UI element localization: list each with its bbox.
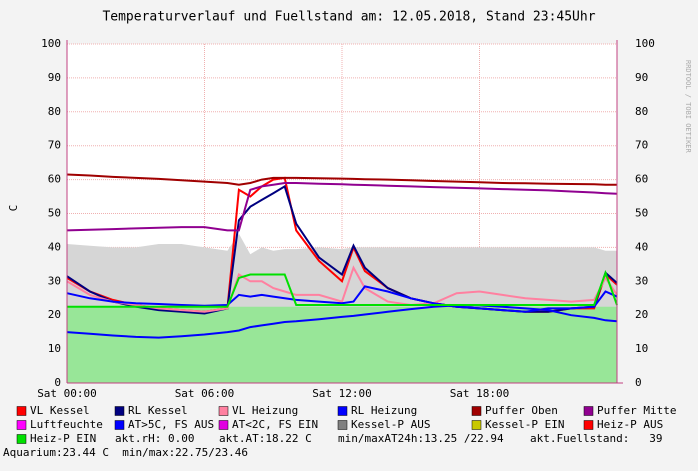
y-tick-label: 40 bbox=[48, 240, 61, 253]
y-tick-label: 60 bbox=[48, 173, 61, 186]
legend-label: Kessel-P AUS bbox=[351, 418, 430, 431]
y-tick-label: 30 bbox=[48, 274, 61, 287]
legend-label: VL Heizung bbox=[232, 404, 298, 417]
x-tick-label: Sat 18:00 bbox=[450, 387, 510, 400]
y2-tick-label: 60 bbox=[635, 173, 648, 186]
legend-label: AT>5C, FS AUS bbox=[128, 418, 214, 431]
line bbox=[67, 269, 618, 308]
note: Aquarium:23.44 C min/max:22.75/23.46 bbox=[3, 446, 248, 459]
y2-tick-label: 40 bbox=[635, 240, 648, 253]
legend-swatch bbox=[16, 420, 27, 430]
y-tick-label: 100 bbox=[41, 37, 61, 50]
y-axis-label: C bbox=[7, 205, 20, 212]
legend-label: Luftfeuchte bbox=[30, 418, 103, 431]
note: akt.AT:18.22 C bbox=[219, 432, 312, 445]
y2-tick-label: 50 bbox=[635, 207, 648, 220]
y-tick-label: 20 bbox=[48, 308, 61, 321]
legend-swatch bbox=[583, 406, 594, 416]
line bbox=[66, 173, 617, 186]
legend-swatch bbox=[337, 420, 348, 430]
y-tick-label: 90 bbox=[48, 71, 61, 84]
legend-label: Heiz-P AUS bbox=[597, 418, 663, 431]
legend-label: Heiz-P EIN bbox=[30, 432, 96, 445]
line bbox=[66, 285, 618, 313]
legend-swatch bbox=[218, 420, 229, 430]
legend-swatch bbox=[114, 420, 125, 430]
y2-tick-label: 70 bbox=[635, 139, 648, 152]
y2-tick-label: 100 bbox=[635, 37, 655, 50]
line bbox=[66, 265, 618, 313]
line bbox=[66, 182, 618, 232]
y-tick-label: 0 bbox=[54, 376, 61, 389]
legend-label: RL Kessel bbox=[128, 404, 188, 417]
y2-tick-label: 80 bbox=[635, 105, 648, 118]
legend-swatch bbox=[471, 406, 482, 416]
legend-swatch bbox=[337, 406, 348, 416]
y-tick-label: 80 bbox=[48, 105, 61, 118]
chart-title: Temperaturverlauf und Fuellstand am: 12.… bbox=[102, 10, 595, 25]
legend-label: Kessel-P EIN bbox=[485, 418, 564, 431]
legend-swatch bbox=[114, 406, 125, 416]
x-tick-label: Sat 00:00 bbox=[37, 387, 97, 400]
side-label: RRDTOOL / TOBI OETIKER bbox=[684, 60, 692, 154]
y-tick-label: 50 bbox=[48, 207, 61, 220]
y2-tick-label: 10 bbox=[635, 342, 648, 355]
x-tick-label: Sat 06:00 bbox=[175, 387, 235, 400]
legend-swatch bbox=[583, 420, 594, 430]
y2-tick-label: 90 bbox=[635, 71, 648, 84]
legend-label: AT<2C, FS EIN bbox=[232, 418, 318, 431]
y2-tick-label: 30 bbox=[635, 274, 648, 287]
legend-swatch bbox=[471, 420, 482, 430]
note: akt.rH: 0.00 bbox=[115, 432, 194, 445]
legend-label: VL Kessel bbox=[30, 404, 90, 417]
y-tick-label: 10 bbox=[48, 342, 61, 355]
legend-label: Puffer Mitte bbox=[597, 404, 676, 417]
area bbox=[67, 306, 617, 383]
y2-tick-label: 20 bbox=[635, 308, 648, 321]
note: akt.Fuellstand: 39 bbox=[530, 432, 662, 445]
y2-tick-label: 0 bbox=[635, 376, 642, 389]
y-tick-label: 70 bbox=[48, 139, 61, 152]
legend-label: Puffer Oben bbox=[485, 404, 558, 417]
legend-swatch bbox=[16, 406, 27, 416]
legend-swatch bbox=[16, 434, 27, 444]
note: min/maxAT24h:13.25 /22.94 bbox=[338, 432, 504, 445]
x-tick-label: Sat 12:00 bbox=[312, 387, 372, 400]
line bbox=[66, 304, 618, 339]
legend-label: RL Heizung bbox=[351, 404, 417, 417]
legend-swatch bbox=[218, 406, 229, 416]
